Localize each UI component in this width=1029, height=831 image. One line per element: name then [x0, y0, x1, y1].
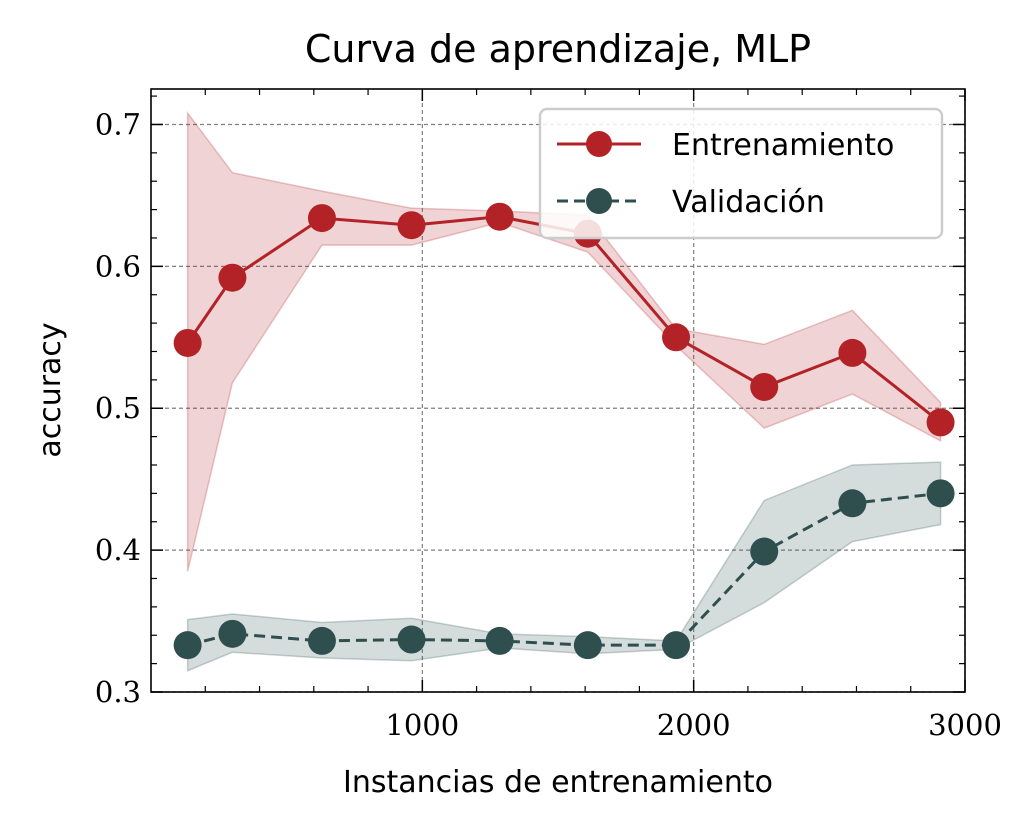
series-0-point: [307, 204, 336, 233]
series-1-point: [838, 489, 867, 518]
axis-ticks: [151, 89, 966, 693]
series-0-point: [838, 338, 867, 367]
series-0-point: [218, 263, 247, 292]
series-1-point: [750, 537, 779, 566]
confidence-bands: [186, 110, 942, 672]
y-axis-label: accuracy: [33, 322, 68, 457]
series-1-point: [307, 626, 336, 655]
series-1-point: [662, 631, 691, 660]
legend-label-train: Entrenamiento: [672, 128, 894, 163]
series-1-point: [397, 625, 426, 654]
series-0-point: [485, 202, 514, 231]
chart-title: Curva de aprendizaje, MLP: [305, 27, 811, 71]
y-tick-label: 0.6: [95, 249, 141, 283]
legend-box: [538, 107, 944, 240]
band-0: [186, 110, 942, 572]
x-tick-label: 3000: [928, 708, 1002, 742]
x-axis-label: Instancias de entrenamiento: [343, 765, 773, 800]
y-tick-label: 0.3: [95, 675, 141, 709]
legend: Entrenamiento Validación: [538, 107, 944, 240]
series-0-point: [173, 328, 202, 357]
x-tick-label: 2000: [657, 708, 731, 742]
y-tick-label: 0.7: [95, 107, 141, 141]
legend-marker-train: [586, 131, 612, 157]
series-0-point: [750, 372, 779, 401]
series-0-point: [926, 408, 955, 437]
y-tick-label: 0.5: [95, 391, 141, 425]
y-tick-label: 0.4: [95, 533, 141, 567]
series-1-point: [926, 479, 955, 508]
series-1-point: [485, 626, 514, 655]
series-1-point: [173, 631, 202, 660]
legend-marker-val: [586, 188, 612, 214]
series-line-1: [187, 491, 941, 647]
x-tick-label: 1000: [385, 708, 459, 742]
series-0-point: [397, 211, 426, 240]
series-1-point: [218, 619, 247, 648]
tick-labels: 1000 2000 3000 0.3 0.4 0.5 0.6 0.7: [95, 107, 1002, 742]
plot-frame: [150, 88, 966, 693]
series-1-point: [573, 631, 602, 660]
legend-label-val: Validación: [672, 185, 825, 220]
band-1: [186, 461, 942, 672]
series-0-point: [662, 323, 691, 352]
